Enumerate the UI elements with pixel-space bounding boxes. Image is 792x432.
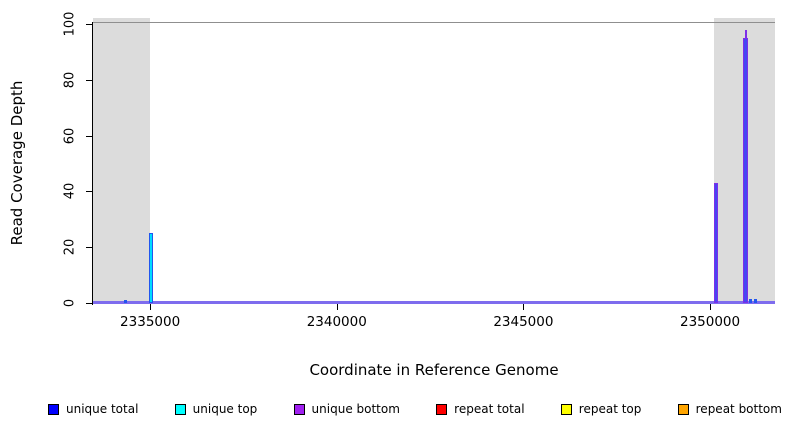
y-axis-tick	[86, 247, 92, 249]
y-axis-tick	[86, 191, 92, 193]
y-axis-tick-label: 20	[62, 238, 78, 256]
legend-label: unique bottom	[311, 402, 400, 416]
y-axis-tick-label: 40	[62, 183, 78, 200]
y-axis-tick-label: 80	[62, 71, 78, 89]
legend-item: repeat top	[560, 402, 642, 416]
y-axis-tick-label: 60	[62, 127, 78, 144]
x-axis-tick-label: 2340000	[306, 314, 367, 330]
legend-item: unique top	[174, 402, 258, 416]
x-axis-tick	[710, 304, 712, 310]
legend-label: unique top	[192, 402, 258, 416]
coverage-baseline	[93, 301, 775, 304]
x-axis-tick-label: 2335000	[120, 314, 181, 330]
legend-item: repeat total	[436, 402, 525, 416]
legend-label: unique total	[66, 402, 139, 416]
coverage-spike	[124, 300, 128, 303]
plot-top-border	[93, 22, 775, 23]
legend-swatch-unique-total	[48, 403, 59, 415]
x-axis-tick-label: 2350000	[679, 314, 741, 330]
y-axis-tick-label: 100	[62, 11, 78, 37]
legend-swatch-unique-bottom	[293, 403, 305, 415]
y-axis-tick	[86, 303, 92, 304]
legend-item: repeat bottom	[677, 402, 782, 416]
x-axis-tick	[523, 304, 525, 310]
y-axis-tick	[86, 135, 92, 137]
legend-label: repeat top	[578, 402, 642, 416]
legend-swatch-repeat-bottom	[677, 403, 689, 415]
x-axis-tick	[150, 304, 152, 310]
y-axis-tick-label: 0	[62, 298, 78, 308]
legend-label: repeat total	[454, 402, 525, 416]
coverage-spike	[749, 298, 753, 303]
y-axis-tick	[86, 79, 92, 81]
repeat-region-shading	[93, 18, 151, 304]
x-axis-title: Coordinate in Reference Genome	[309, 361, 559, 379]
legend-item: unique total	[48, 402, 138, 416]
x-axis-tick-label: 2345000	[493, 314, 554, 330]
coverage-spike	[714, 183, 719, 303]
legend-swatch-repeat-total	[436, 403, 448, 415]
coverage-spike	[149, 233, 154, 303]
y-axis-line	[92, 22, 93, 305]
legend-swatch-repeat-top	[560, 403, 572, 415]
x-axis-tick	[336, 304, 338, 310]
legend-swatch-unique-top	[174, 403, 186, 415]
legend-item: unique bottom	[293, 402, 400, 416]
legend: unique total unique top unique bottom repea…	[48, 399, 782, 419]
coverage-spike	[753, 298, 757, 303]
coverage-spike	[743, 37, 749, 303]
y-axis-tick	[86, 24, 92, 25]
legend-label: repeat bottom	[695, 402, 782, 416]
